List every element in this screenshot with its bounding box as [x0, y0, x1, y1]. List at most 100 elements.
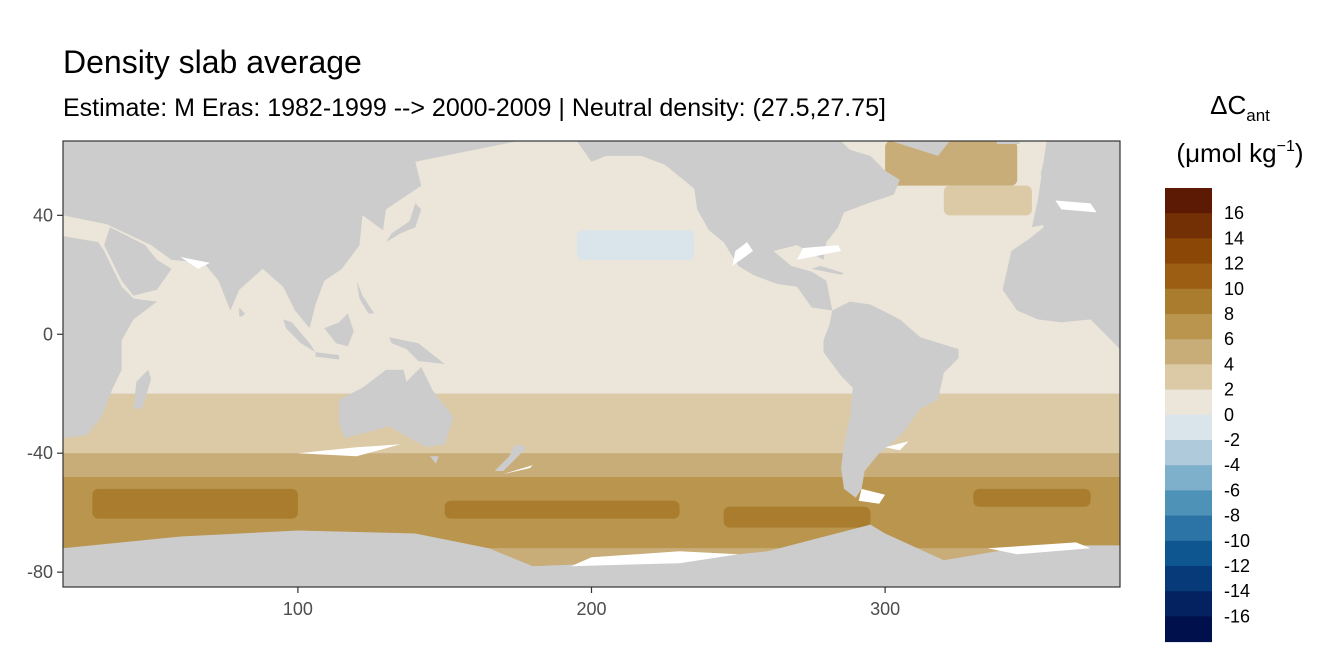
- legend-unit-sup: −1: [1277, 138, 1295, 155]
- legend-swatch-15: [1165, 566, 1212, 592]
- no-data-5: [180, 257, 210, 269]
- land-iceland: [996, 141, 1021, 144]
- no-data-4: [732, 242, 753, 266]
- ocean-patch-4: [885, 141, 1018, 186]
- ocean-patch-5: [943, 185, 1032, 216]
- ocean-patch-0: [723, 506, 871, 528]
- x-tick-label-1: 200: [576, 599, 606, 619]
- legend-swatch-5: [1165, 314, 1212, 340]
- legend-label-15: -14: [1224, 581, 1250, 601]
- land-tasmania: [430, 456, 439, 464]
- land-arabia: [104, 227, 172, 296]
- legend-swatch-10: [1165, 440, 1212, 466]
- legend-title: ΔCant: [1210, 90, 1270, 125]
- land-java: [315, 352, 339, 360]
- legend-label-3: 10: [1224, 279, 1244, 299]
- ocean-patch-1: [92, 488, 298, 519]
- land-madagascar: [133, 369, 152, 409]
- land-north-america: [576, 141, 900, 311]
- land-masses: [63, 141, 1120, 587]
- ocean-patch-2: [973, 488, 1091, 507]
- no-data-0: [570, 551, 739, 567]
- land-borneo: [324, 313, 354, 347]
- land-south-america: [823, 301, 959, 498]
- no-data-8: [1055, 200, 1097, 213]
- legend-label-5: 6: [1224, 329, 1234, 349]
- legend-swatch-14: [1165, 540, 1212, 567]
- legend-swatch-2: [1165, 238, 1212, 265]
- legend-swatch-1: [1165, 213, 1212, 239]
- legend-label-12: -8: [1224, 506, 1240, 526]
- x-axis: 100 200 300: [283, 587, 900, 619]
- legend-label-13: -10: [1224, 531, 1250, 551]
- legend-label-9: -2: [1224, 430, 1240, 450]
- legend-swatch-0: [1165, 188, 1212, 214]
- land-africa: [63, 141, 157, 439]
- y-tick-label-1: 0: [43, 324, 53, 344]
- ocean-patch-6: [576, 230, 695, 260]
- land-japan: [386, 203, 422, 243]
- land-philippines: [356, 280, 375, 314]
- land-sumatra: [283, 319, 316, 353]
- legend-label-10: -4: [1224, 455, 1240, 475]
- land-antarctica: [63, 524, 1120, 587]
- y-tick-label-0: 40: [33, 205, 53, 225]
- no-data-2: [858, 488, 886, 504]
- legend-label-1: 14: [1224, 228, 1244, 248]
- y-axis: 40 0 -40 -80: [27, 205, 63, 582]
- legend-labels: 16 14 12 10 8 6 4 2 0 -2 -4 -6 -8 -10 -12 -14 -16: [1224, 203, 1250, 626]
- legend-label-14: -12: [1224, 556, 1250, 576]
- chart-subtitle: Estimate: M Eras: 1982-1999 --> 2000-200…: [63, 94, 886, 122]
- legend-unit-close: ): [1295, 138, 1304, 168]
- legend-label-8: 0: [1224, 405, 1234, 425]
- chart-title: Density slab average: [63, 44, 362, 80]
- no-data-areas: [180, 200, 1097, 567]
- y-tick-label-3: -80: [27, 562, 53, 582]
- legend-label-16: -16: [1224, 606, 1250, 626]
- legend-swatch-3: [1165, 263, 1212, 290]
- legend-swatch-12: [1165, 490, 1212, 517]
- legend-label-4: 8: [1224, 304, 1234, 324]
- legend-swatch-17: [1165, 616, 1212, 643]
- legend-label-6: 4: [1224, 354, 1234, 374]
- legend-swatch-4: [1165, 288, 1212, 315]
- land-australia: [339, 367, 454, 448]
- no-data-6: [503, 465, 533, 474]
- ocean-patch-3: [444, 500, 680, 519]
- legend-swatch-9: [1165, 414, 1212, 441]
- x-tick-label-2: 300: [870, 599, 900, 619]
- ocean-band-2: [63, 453, 1120, 477]
- legend-title-sub: ant: [1246, 106, 1270, 125]
- y-tick-label-2: -40: [27, 443, 53, 463]
- ocean-band-1: [63, 393, 1120, 454]
- land-cuba: [811, 265, 844, 275]
- no-data-7: [885, 441, 909, 451]
- map-panel: [63, 141, 1120, 587]
- legend-label-2: 12: [1224, 254, 1244, 274]
- legend-swatch-8: [1165, 389, 1212, 416]
- legend-label-0: 16: [1224, 203, 1244, 223]
- land-new-zealand: [494, 444, 527, 471]
- legend: ΔCant (μmol kg−1) 16 14 12 10 8 6 4 2 0 -2 -4 -6 -8 -…: [1165, 90, 1304, 643]
- legend-swatch-7: [1165, 364, 1212, 391]
- legend-label-11: -6: [1224, 480, 1240, 500]
- no-data-1: [987, 542, 1091, 555]
- legend-swatch-16: [1165, 591, 1212, 617]
- legend-swatch-13: [1165, 515, 1212, 542]
- land-new-guinea: [388, 337, 445, 364]
- x-tick-label-0: 100: [283, 599, 313, 619]
- no-data-3: [297, 444, 401, 457]
- legend-swatch-6: [1165, 339, 1212, 365]
- land-greenland: [891, 141, 1018, 156]
- legend-unit: (μmol kg−1): [1176, 138, 1303, 168]
- legend-label-7: 2: [1224, 380, 1234, 400]
- land-med-europe: [1031, 141, 1120, 228]
- legend-title-main: ΔC: [1210, 90, 1246, 120]
- legend-unit-open: (μmol kg: [1176, 138, 1276, 168]
- land-eurasia: [63, 141, 519, 329]
- legend-swatch-11: [1165, 465, 1212, 491]
- no-data-9: [797, 245, 842, 260]
- legend-colorbar: [1165, 188, 1212, 643]
- land-india-srilanka: [239, 307, 245, 317]
